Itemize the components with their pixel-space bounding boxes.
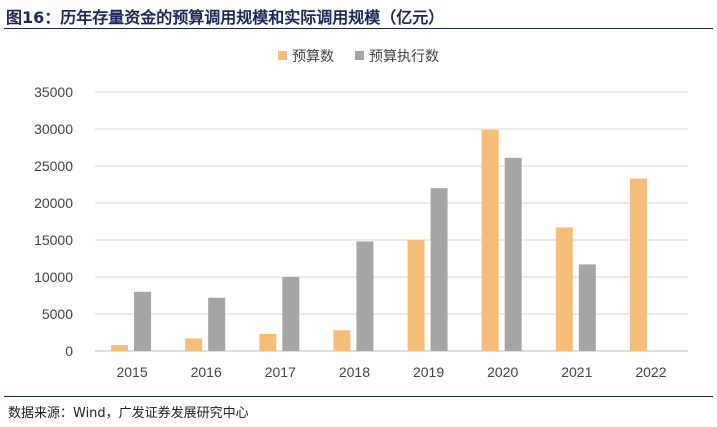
bar-预算数-2018 (333, 330, 351, 351)
bar-预算执行数-2019 (430, 188, 448, 351)
x-tick-label: 2020 (487, 364, 518, 380)
x-axis-ticks: 2015 2016 2017 2018 2019 2020 2021 2022 (116, 364, 666, 380)
y-tick-label: 15000 (34, 232, 73, 248)
bar-预算数-2022 (629, 178, 647, 351)
legend-label: 预算数 (292, 49, 334, 65)
bar-预算执行数-2020 (504, 157, 522, 351)
data-source: 数据来源：Wind，广发证券发展研究中心 (8, 406, 249, 421)
y-tick-label: 5000 (42, 306, 73, 322)
x-tick-label: 2015 (116, 364, 147, 380)
x-tick-label: 2016 (191, 364, 222, 380)
legend: 预算数 预算执行数 (278, 49, 439, 65)
bar-预算数-2021 (555, 227, 573, 351)
bar-预算数-2017 (259, 333, 277, 351)
title-divider (4, 28, 713, 29)
y-tick-label: 10000 (34, 269, 73, 285)
legend-swatch (355, 51, 364, 60)
bars (111, 129, 647, 351)
legend-swatch (278, 51, 287, 60)
x-tick-label: 2022 (635, 364, 666, 380)
bar-预算执行数-2018 (356, 241, 374, 351)
bar-chart: 0 5000 10000 15000 20000 25000 30000 35000 2015… (34, 49, 688, 380)
bar-预算执行数-2016 (208, 297, 226, 351)
bar-预算执行数-2017 (282, 277, 300, 351)
legend-label: 预算执行数 (369, 49, 439, 65)
y-axis-ticks: 0 5000 10000 15000 20000 25000 30000 35000 (34, 84, 73, 359)
grid-lines (95, 91, 688, 352)
y-tick-label: 20000 (34, 195, 73, 211)
bar-预算数-2015 (111, 345, 129, 351)
x-tick-label: 2018 (339, 364, 370, 380)
bar-预算执行数-2021 (578, 264, 596, 351)
bar-预算执行数-2015 (134, 291, 152, 351)
footer-divider (4, 396, 713, 397)
bar-预算数-2020 (481, 129, 499, 351)
bar-预算数-2019 (407, 240, 425, 351)
bar-预算数-2016 (185, 338, 203, 351)
figure-title: 图16：历年存量资金的预算调用规模和实际调用规模（亿元） (6, 8, 445, 27)
y-tick-label: 35000 (34, 84, 73, 100)
y-tick-label: 30000 (34, 121, 73, 137)
x-tick-label: 2019 (413, 364, 444, 380)
y-tick-label: 0 (65, 343, 73, 359)
x-tick-label: 2017 (265, 364, 296, 380)
y-tick-label: 25000 (34, 158, 73, 174)
x-tick-label: 2021 (561, 364, 592, 380)
